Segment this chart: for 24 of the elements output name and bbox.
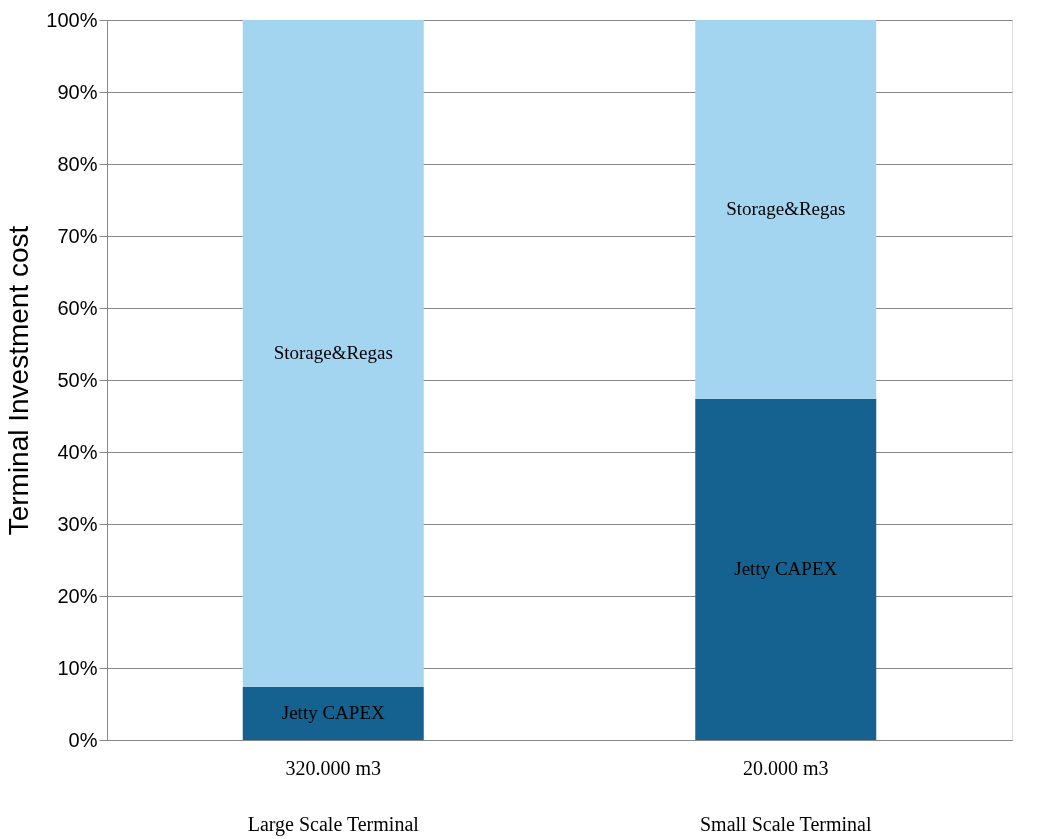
y-tick-label: 0% [68, 728, 98, 751]
text: Small Scale Terminal [699, 813, 872, 835]
bar [242, 20, 424, 687]
text: Large Scale Terminal [247, 813, 420, 836]
x-tick-label: 320.000 m3 [285, 756, 382, 779]
text: Storage&Regas [726, 198, 846, 220]
y-tick-label: 100% [46, 8, 98, 31]
bar [695, 20, 877, 399]
bar [695, 398, 877, 740]
series-label: Jetty CAPEX [281, 702, 385, 724]
y-tick-label: 30% [57, 512, 98, 535]
y-tick-label: 50% [57, 368, 98, 391]
x-tick-label: 20.000 m3 [742, 756, 829, 779]
y-tick-label: 60% [57, 296, 98, 319]
bar [242, 686, 424, 740]
series-label: Storage&Regas [273, 342, 393, 364]
y-tick-label: 10% [57, 656, 98, 679]
y-tick-label: 90% [57, 80, 98, 103]
y-tick-label: 70% [57, 224, 98, 247]
y-axis-title: Terminal Investment cost [3, 225, 35, 536]
y-tick-label: 20% [57, 584, 98, 607]
y-tick-label: 40% [57, 440, 98, 463]
y-tick-label: 80% [57, 152, 98, 175]
text: Jetty CAPEX [734, 558, 838, 580]
